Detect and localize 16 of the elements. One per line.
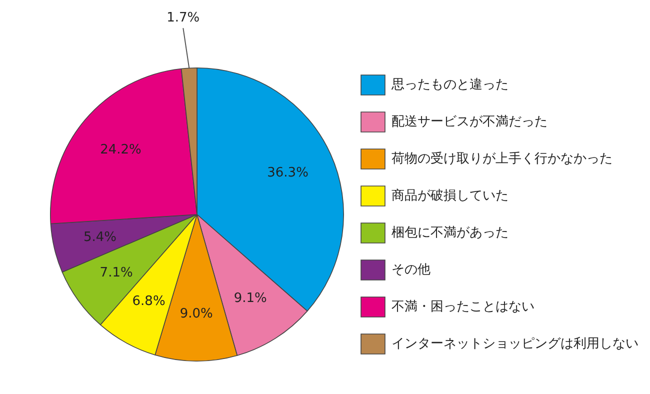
legend-label: 荷物の受け取りが上手く行かなかった <box>392 151 612 166</box>
legend-label: インターネットショッピングは利用しない <box>392 336 638 352</box>
data-label: 36.3% <box>267 166 308 181</box>
legend-label: 不満・困ったことはない <box>392 299 534 314</box>
data-label: 9.1% <box>234 291 267 306</box>
data-label: 5.4% <box>84 230 117 245</box>
legend-label: 商品が破損していた <box>392 188 508 204</box>
data-label: 6.8% <box>132 294 166 310</box>
data-label: 1.7% <box>166 10 200 26</box>
data-label: 9.0% <box>180 306 213 322</box>
data-label: 7.1% <box>100 265 133 280</box>
legend-label: 梱包に不満があった <box>392 225 508 240</box>
legend-label: 配送サービスが不満だった <box>392 114 548 130</box>
legend-label: 思ったものと違った <box>390 77 508 92</box>
legend-label: その他 <box>392 262 430 278</box>
data-label: 24.2% <box>100 142 142 158</box>
